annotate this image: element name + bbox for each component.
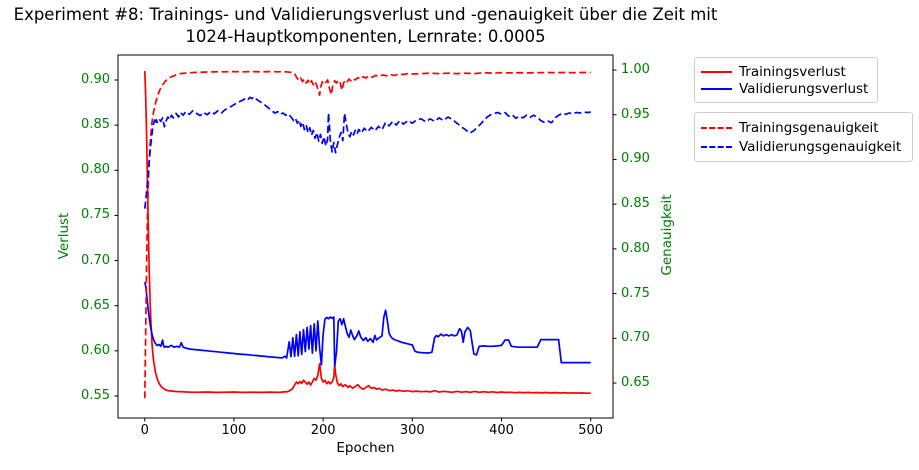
y-tick-label-left: 0.65 xyxy=(81,297,110,313)
legend-entry-validierungsgenauigkeit: Validierungsgenauigkeit xyxy=(701,137,903,156)
x-tick-label: 300 xyxy=(399,423,425,438)
blue-dashed-line-icon xyxy=(701,145,732,148)
y-tick-label-right: 0.95 xyxy=(621,106,650,122)
legend-entry-validierungsverlust: Validierungsverlust xyxy=(701,80,868,97)
y-tick-label-right: 0.90 xyxy=(621,151,650,167)
blue-solid-line-icon xyxy=(701,87,732,90)
legend-label: Trainingsgenauigkeit xyxy=(739,119,879,136)
legend-label: Validierungsverlust xyxy=(739,80,869,97)
series-line-trainingsgenauigkeit xyxy=(143,70,591,399)
x-tick-label: 0 xyxy=(140,423,149,438)
y-tick-label-right: 0.70 xyxy=(621,330,650,346)
series-line-trainingsverlust xyxy=(143,70,591,395)
y-axis-label-right: Genauigkeit xyxy=(659,194,675,276)
chart-title: Experiment #8: Trainings- und Validierun… xyxy=(0,4,731,48)
y-tick-label-right: 0.80 xyxy=(621,240,650,256)
red-solid-line-icon xyxy=(701,70,732,73)
y-tick-label-left: 0.80 xyxy=(81,162,110,178)
chart-title-line1: Experiment #8: Trainings- und Validierun… xyxy=(13,5,718,24)
y-tick-label-right: 0.85 xyxy=(621,196,650,212)
x-tick-label: 400 xyxy=(489,423,514,438)
y-tick-label-left: 0.60 xyxy=(81,342,110,358)
series-line-validierungsverlust xyxy=(143,282,591,368)
x-axis-label: Epochen xyxy=(336,440,395,456)
y-tick-label-left: 0.55 xyxy=(81,387,110,403)
legend-label: Trainingsverlust xyxy=(739,63,846,80)
y-tick-label-right: 0.75 xyxy=(621,285,650,301)
chart-title-line2: 1024-Hauptkomponenten, Lernrate: 0.0005 xyxy=(185,27,546,46)
x-tick-label: 500 xyxy=(578,423,604,438)
y-tick-label-left: 0.90 xyxy=(81,72,110,87)
red-dashed-line-icon xyxy=(701,126,732,129)
y-tick-label-right: 0.65 xyxy=(621,375,650,391)
legend-loss: Trainingsverlust Validierungsverlust xyxy=(694,57,878,103)
x-tick-label: 200 xyxy=(310,423,336,438)
y-tick-label-left: 0.75 xyxy=(81,207,110,223)
legend-label: Validierungsgenauigkeit xyxy=(739,138,902,155)
axes-spines xyxy=(117,54,614,419)
legend-accuracy: Trainingsgenauigkeit Validierungsgenauig… xyxy=(694,112,913,162)
legend-entry-trainingsverlust: Trainingsverlust xyxy=(701,63,868,80)
x-tick-label: 100 xyxy=(221,423,247,438)
y-tick-label-left: 0.85 xyxy=(81,117,110,133)
y-tick-label-right: 1.00 xyxy=(621,62,650,78)
legend-entry-trainingsgenauigkeit: Trainingsgenauigkeit xyxy=(701,118,903,137)
y-tick-label-left: 0.70 xyxy=(81,252,110,268)
series-line-validierungsgenauigkeit xyxy=(143,96,591,209)
